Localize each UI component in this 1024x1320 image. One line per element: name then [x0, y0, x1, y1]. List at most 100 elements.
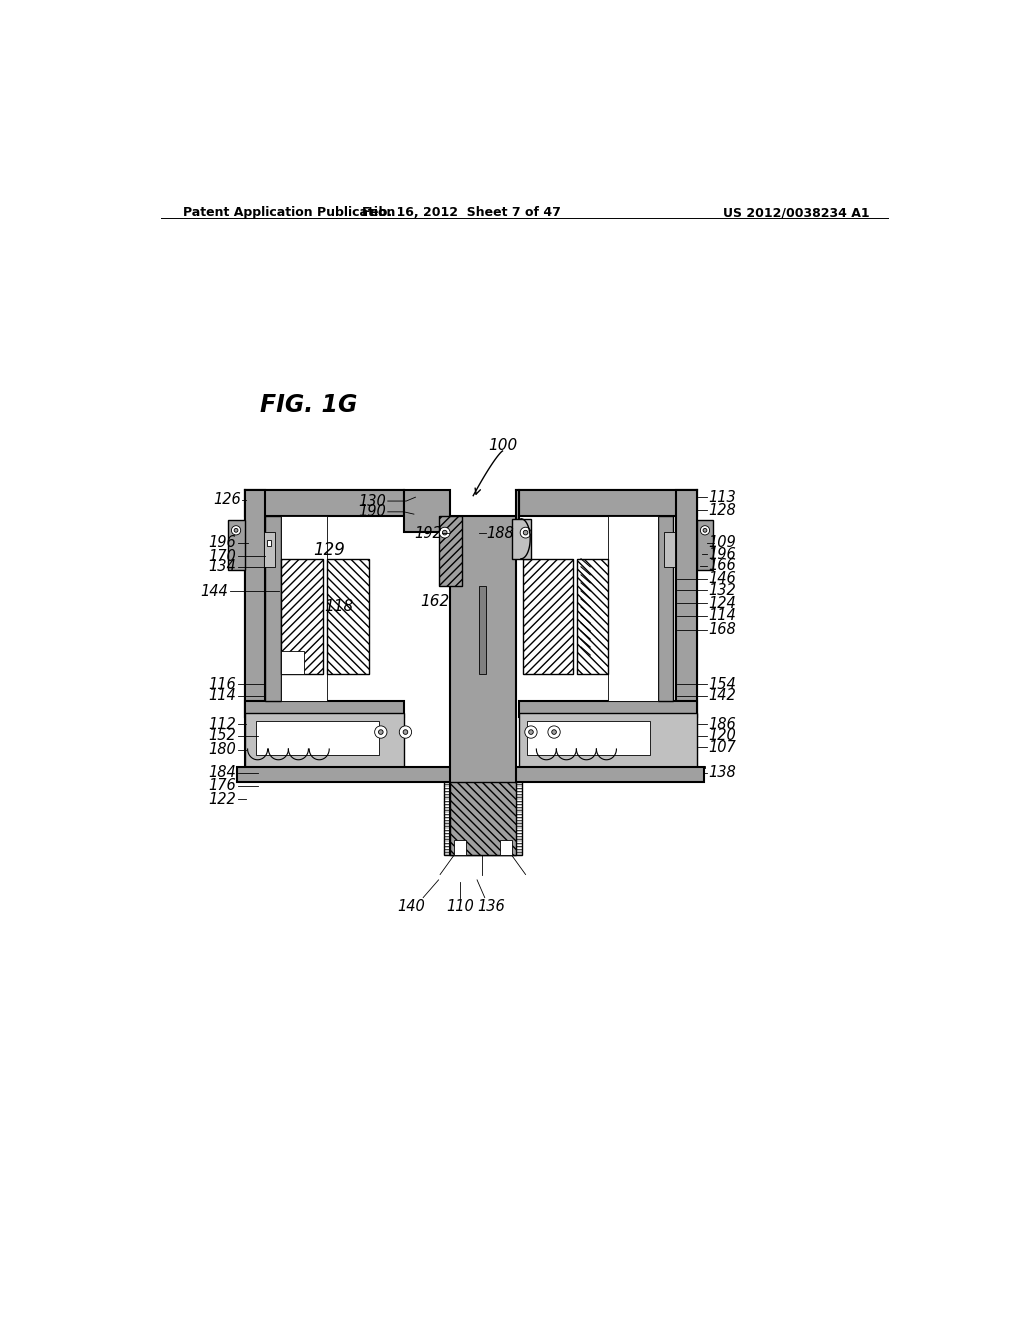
Bar	[523, 558, 573, 675]
Text: 144: 144	[201, 583, 228, 599]
Text: 140: 140	[397, 899, 426, 915]
Circle shape	[403, 730, 408, 734]
Text: 116: 116	[208, 677, 237, 692]
Bar	[451, 781, 515, 855]
Text: 190: 190	[358, 504, 386, 519]
Circle shape	[234, 528, 238, 532]
Bar	[327, 558, 370, 675]
Text: 130: 130	[358, 494, 386, 508]
Circle shape	[399, 726, 412, 738]
Text: 196: 196	[708, 546, 736, 562]
Bar	[245, 490, 403, 516]
Bar	[676, 490, 696, 717]
Text: 118: 118	[324, 599, 353, 614]
Circle shape	[520, 527, 531, 539]
Text: 122: 122	[208, 792, 237, 807]
Text: 114: 114	[708, 609, 736, 623]
Bar	[523, 558, 573, 675]
Text: 180: 180	[208, 742, 237, 758]
Text: 166: 166	[708, 558, 736, 573]
Bar	[519, 490, 696, 516]
Text: 184: 184	[208, 766, 237, 780]
Text: 170: 170	[208, 549, 237, 564]
Text: 120: 120	[708, 729, 736, 743]
Text: 113: 113	[708, 490, 736, 504]
Text: 114: 114	[208, 688, 237, 704]
Text: FIG. 1G: FIG. 1G	[260, 393, 357, 417]
Bar	[265, 516, 281, 701]
Text: 162: 162	[420, 594, 450, 609]
Bar	[519, 713, 696, 767]
Text: 146: 146	[708, 572, 736, 586]
Bar	[512, 519, 531, 558]
Text: 129: 129	[313, 541, 345, 558]
Bar	[245, 713, 403, 767]
Circle shape	[439, 527, 451, 539]
Bar	[281, 558, 323, 675]
Bar	[527, 721, 650, 755]
Text: 124: 124	[708, 595, 736, 611]
Circle shape	[375, 726, 387, 738]
Bar	[281, 558, 323, 675]
Text: 192: 192	[414, 525, 441, 541]
Text: 142: 142	[708, 688, 736, 704]
Bar	[451, 781, 515, 855]
Text: 112: 112	[208, 717, 237, 731]
Bar	[500, 840, 512, 855]
Bar	[264, 532, 274, 566]
Bar	[519, 701, 696, 717]
Bar	[665, 532, 675, 566]
Bar	[438, 516, 462, 586]
Text: 168: 168	[708, 622, 736, 638]
Text: 128: 128	[708, 503, 736, 517]
Text: US 2012/0038234 A1: US 2012/0038234 A1	[723, 206, 869, 219]
Text: 134: 134	[208, 558, 237, 574]
Bar	[451, 516, 515, 855]
Bar	[267, 540, 271, 545]
Text: 176: 176	[208, 779, 237, 793]
Text: 107: 107	[708, 741, 736, 755]
Bar	[478, 586, 486, 675]
Text: Feb. 16, 2012  Sheet 7 of 47: Feb. 16, 2012 Sheet 7 of 47	[362, 206, 561, 219]
Bar	[515, 490, 519, 532]
Bar	[444, 781, 521, 855]
Bar	[608, 516, 658, 701]
Bar	[327, 558, 370, 675]
Circle shape	[548, 726, 560, 738]
Circle shape	[442, 531, 447, 535]
Circle shape	[525, 726, 538, 738]
Text: 136: 136	[477, 899, 505, 915]
Text: 138: 138	[708, 766, 736, 780]
Text: 154: 154	[708, 677, 736, 692]
Bar	[227, 520, 245, 570]
Text: 188: 188	[486, 525, 514, 541]
Bar	[245, 490, 265, 717]
Text: 109: 109	[708, 535, 736, 550]
Circle shape	[528, 730, 534, 734]
Text: 110: 110	[446, 899, 474, 915]
Bar	[281, 516, 327, 701]
Text: 186: 186	[708, 717, 736, 731]
Circle shape	[552, 730, 556, 734]
Text: 152: 152	[208, 729, 237, 743]
Bar	[438, 516, 462, 586]
Bar	[256, 721, 379, 755]
Circle shape	[703, 528, 707, 532]
Bar	[245, 701, 403, 717]
Bar	[578, 558, 608, 675]
Circle shape	[231, 525, 241, 535]
Bar	[403, 490, 451, 532]
Bar	[237, 767, 705, 781]
Circle shape	[523, 531, 528, 535]
Bar	[454, 840, 466, 855]
Text: Patent Application Publication: Patent Application Publication	[183, 206, 395, 219]
Text: 100: 100	[487, 438, 517, 453]
Bar	[696, 520, 714, 570]
Bar	[578, 558, 608, 675]
Text: 196: 196	[208, 535, 237, 550]
Circle shape	[700, 525, 710, 535]
Bar	[658, 516, 674, 701]
Text: 126: 126	[213, 492, 241, 507]
Text: 132: 132	[708, 583, 736, 598]
Circle shape	[379, 730, 383, 734]
